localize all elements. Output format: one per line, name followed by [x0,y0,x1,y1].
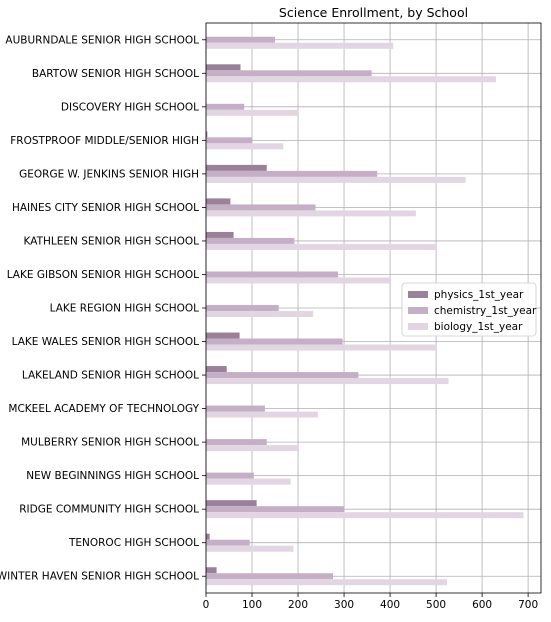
legend-swatch [408,291,428,298]
legend-swatch [408,307,428,314]
bar-biology_1st_year [206,411,318,418]
bar-chemistry_1st_year [206,573,334,580]
bar-biology_1st_year [206,311,314,317]
y-tick-label: DISCOVERY HIGH SCHOOL [61,101,199,113]
bar-chemistry_1st_year [206,70,372,77]
legend-label: biology_1st_year [434,321,523,333]
y-tick-label: MCKEEL ACADEMY OF TECHNOLOGY [8,403,199,415]
x-tick-label: 300 [334,599,354,611]
bars [206,36,524,586]
y-tick-label: GEORGE W. JENKINS SENIOR HIGH [19,168,199,180]
bar-chemistry_1st_year [206,472,254,479]
bar-physics_1st_year [206,131,208,138]
legend: physics_1st_year chemistry_1st_yearbiolog… [401,282,537,337]
bar-physics_1st_year [206,567,217,574]
bar-physics_1st_year [206,231,234,238]
y-tick-label: LAKE GIBSON SENIOR HIGH SCHOOL [7,269,199,281]
legend-swatch [408,323,428,330]
y-tick-label: AUBURNDALE SENIOR HIGH SCHOOL [5,34,199,46]
bar-chemistry_1st_year [206,305,279,311]
bar-chemistry_1st_year [206,271,339,278]
y-tick-label: LAKE REGION HIGH SCHOOL [50,303,200,315]
bar-chemistry_1st_year [206,36,276,43]
x-tick-label: 500 [426,599,446,611]
bar-biology_1st_year [206,478,291,485]
y-tick-label: BARTOW SENIOR HIGH SCHOOL [32,68,199,80]
legend-label: chemistry_1st_year [434,305,537,317]
bar-chemistry_1st_year [206,103,245,110]
bar-chemistry_1st_year [206,137,253,144]
bar-chemistry_1st_year [206,372,359,379]
bar-chemistry_1st_year [206,506,345,513]
y-axis: AUBURNDALE SENIOR HIGH SCHOOL BARTOW SENI… [0,34,206,583]
bar-chemistry_1st_year [206,439,267,446]
bar-physics_1st_year [206,533,210,540]
bar-biology_1st_year [206,210,416,217]
y-tick-label: LAKE WALES SENIOR HIGH SCHOOL [12,336,200,348]
bar-biology_1st_year [206,545,294,552]
legend-frame [401,282,537,337]
bar-chemistry_1st_year [206,237,295,244]
bar-biology_1st_year [206,109,299,116]
chart-title: Science Enrollment, by School [279,5,468,20]
y-tick-label: LAKELAND SENIOR HIGH SCHOOL [22,370,199,382]
y-tick-label: RIDGE COMMUNITY HIGH SCHOOL [19,504,199,516]
x-tick-label: 100 [242,599,262,611]
x-tick-label: 600 [472,599,492,611]
bar-physics_1st_year [206,164,267,171]
bar-biology_1st_year [206,445,299,452]
bar-physics_1st_year [206,64,241,71]
bar-physics_1st_year [206,198,231,205]
bar-chemistry_1st_year [206,338,343,345]
bar-biology_1st_year [206,378,449,385]
x-tick-label: 700 [518,599,538,611]
x-tick-label: 0 [203,599,210,611]
x-tick-label: 200 [288,599,308,611]
x-axis: 0 100 200 300 400 500 600 700 [203,593,538,611]
y-tick-label: HAINES CITY SENIOR HIGH SCHOOL [12,202,199,214]
bar-physics_1st_year [206,366,227,373]
bar-biology_1st_year [206,512,524,519]
y-tick-label: TENOROC HIGH SCHOOL [68,537,199,549]
legend-label: physics_1st_year [434,289,524,301]
bar-biology_1st_year [206,42,394,49]
y-tick-label: MULBERRY SENIOR HIGH SCHOOL [21,437,199,449]
bar-biology_1st_year [206,277,391,284]
bar-physics_1st_year [206,332,240,339]
bar-chemistry_1st_year [206,405,265,412]
bar-biology_1st_year [206,143,284,150]
y-tick-label: FROSTPROOF MIDDLE/SENIOR HIGH [10,135,199,147]
y-tick-label: KATHLEEN SENIOR HIGH SCHOOL [24,235,200,247]
bar-biology_1st_year [206,579,448,586]
y-tick-label: WINTER HAVEN SENIOR HIGH SCHOOL [0,571,199,583]
bar-biology_1st_year [206,176,466,183]
bar-chemistry_1st_year [206,539,250,546]
bar-biology_1st_year [206,76,496,83]
bar-physics_1st_year [206,500,257,507]
bar-chemistry_1st_year [206,170,378,177]
bar-chemistry_1st_year [206,204,316,211]
x-tick-label: 400 [380,599,400,611]
bar-biology_1st_year [206,243,437,250]
y-tick-label: NEW BEGINNINGS HIGH SCHOOL [26,470,199,482]
bar-biology_1st_year [206,344,437,351]
